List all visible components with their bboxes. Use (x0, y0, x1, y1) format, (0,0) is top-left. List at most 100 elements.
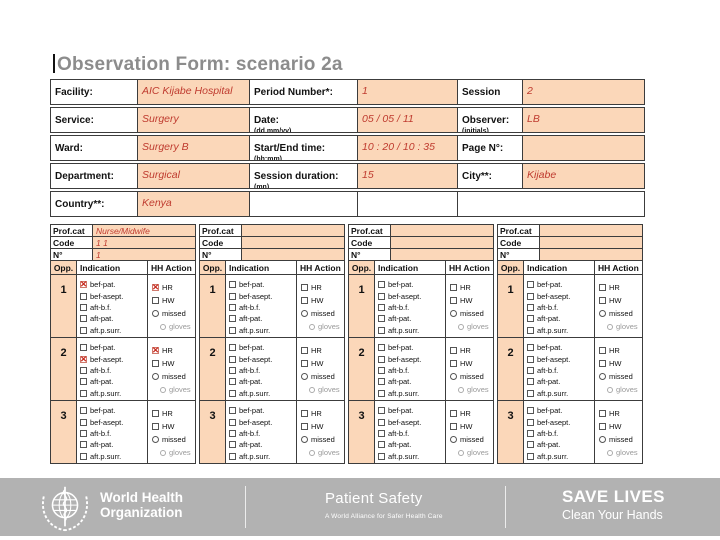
radio-icon[interactable] (450, 436, 457, 443)
checkbox-icon[interactable] (229, 407, 236, 415)
checkbox-icon[interactable] (229, 326, 236, 334)
checkbox-icon[interactable] (378, 281, 385, 289)
checkbox-icon[interactable] (378, 344, 385, 352)
checkbox-icon[interactable] (378, 315, 385, 323)
checkbox-icon[interactable] (450, 423, 457, 430)
radio-icon[interactable] (301, 436, 308, 443)
radio-icon[interactable] (160, 449, 166, 456)
checkbox-icon[interactable] (527, 378, 534, 386)
radio-icon[interactable] (450, 310, 457, 317)
radio-icon[interactable] (607, 449, 613, 456)
radio-icon[interactable] (160, 386, 166, 393)
radio-icon[interactable] (309, 323, 315, 330)
checkbox-icon[interactable] (527, 441, 534, 449)
checkbox-icon[interactable] (378, 407, 385, 415)
radio-icon[interactable] (458, 386, 464, 393)
radio-icon[interactable] (301, 310, 308, 317)
checkbox-icon[interactable] (229, 418, 236, 426)
checkbox-icon[interactable] (527, 303, 534, 311)
checkbox-icon[interactable] (301, 360, 308, 367)
checkbox-icon[interactable] (527, 389, 534, 397)
checkbox-icon[interactable] (229, 281, 236, 289)
checkbox-icon[interactable] (450, 297, 457, 304)
checkbox-icon[interactable] (599, 423, 606, 430)
checkbox-icon[interactable] (152, 423, 159, 430)
checkbox-icon[interactable] (80, 452, 87, 460)
checkbox-icon[interactable] (378, 389, 385, 397)
checkbox-icon[interactable] (301, 347, 308, 354)
checkbox-icon[interactable] (229, 378, 236, 386)
checkbox-icon[interactable] (152, 283, 159, 292)
checkbox-icon[interactable] (301, 297, 308, 304)
checkbox-icon[interactable] (599, 410, 606, 417)
checkbox-icon[interactable] (301, 284, 308, 291)
checkbox-icon[interactable] (80, 344, 87, 352)
checkbox-icon[interactable] (527, 315, 534, 323)
radio-icon[interactable] (599, 310, 606, 317)
checkbox-icon[interactable] (229, 303, 236, 311)
checkbox-icon[interactable] (229, 344, 236, 352)
checkbox-icon[interactable] (229, 315, 236, 323)
radio-icon[interactable] (152, 373, 159, 380)
checkbox-icon[interactable] (378, 303, 385, 311)
checkbox-icon[interactable] (80, 280, 87, 289)
checkbox-icon[interactable] (229, 389, 236, 397)
radio-icon[interactable] (450, 373, 457, 380)
checkbox-icon[interactable] (80, 407, 87, 415)
checkbox-icon[interactable] (450, 347, 457, 354)
radio-icon[interactable] (309, 386, 315, 393)
checkbox-icon[interactable] (378, 378, 385, 386)
checkbox-icon[interactable] (527, 452, 534, 460)
checkbox-icon[interactable] (152, 346, 159, 355)
checkbox-icon[interactable] (229, 292, 236, 300)
checkbox-icon[interactable] (527, 292, 534, 300)
checkbox-icon[interactable] (599, 347, 606, 354)
radio-icon[interactable] (152, 310, 159, 317)
checkbox-icon[interactable] (80, 355, 87, 363)
checkbox-icon[interactable] (80, 326, 87, 334)
checkbox-icon[interactable] (80, 429, 87, 437)
checkbox-icon[interactable] (301, 410, 308, 417)
checkbox-icon[interactable] (152, 297, 159, 304)
checkbox-icon[interactable] (80, 366, 87, 374)
checkbox-icon[interactable] (599, 360, 606, 367)
checkbox-icon[interactable] (378, 452, 385, 460)
radio-icon[interactable] (599, 373, 606, 380)
checkbox-icon[interactable] (527, 355, 534, 363)
checkbox-icon[interactable] (80, 315, 87, 323)
checkbox-icon[interactable] (450, 410, 457, 417)
checkbox-icon[interactable] (378, 366, 385, 374)
checkbox-icon[interactable] (527, 366, 534, 374)
checkbox-icon[interactable] (378, 326, 385, 334)
checkbox-icon[interactable] (80, 378, 87, 386)
radio-icon[interactable] (301, 373, 308, 380)
checkbox-icon[interactable] (229, 441, 236, 449)
checkbox-icon[interactable] (450, 360, 457, 367)
checkbox-icon[interactable] (378, 355, 385, 363)
radio-icon[interactable] (309, 449, 315, 456)
checkbox-icon[interactable] (527, 429, 534, 437)
radio-icon[interactable] (607, 323, 613, 330)
checkbox-icon[interactable] (527, 326, 534, 334)
checkbox-icon[interactable] (378, 292, 385, 300)
checkbox-icon[interactable] (152, 360, 159, 367)
checkbox-icon[interactable] (301, 423, 308, 430)
checkbox-icon[interactable] (378, 441, 385, 449)
radio-icon[interactable] (160, 323, 166, 330)
radio-icon[interactable] (607, 386, 613, 393)
checkbox-icon[interactable] (229, 366, 236, 374)
checkbox-icon[interactable] (229, 452, 236, 460)
radio-icon[interactable] (458, 449, 464, 456)
checkbox-icon[interactable] (378, 429, 385, 437)
checkbox-icon[interactable] (152, 410, 159, 417)
checkbox-icon[interactable] (229, 355, 236, 363)
radio-icon[interactable] (599, 436, 606, 443)
checkbox-icon[interactable] (599, 297, 606, 304)
checkbox-icon[interactable] (80, 389, 87, 397)
checkbox-icon[interactable] (527, 407, 534, 415)
checkbox-icon[interactable] (527, 281, 534, 289)
radio-icon[interactable] (152, 436, 159, 443)
checkbox-icon[interactable] (229, 429, 236, 437)
checkbox-icon[interactable] (450, 284, 457, 291)
checkbox-icon[interactable] (80, 418, 87, 426)
